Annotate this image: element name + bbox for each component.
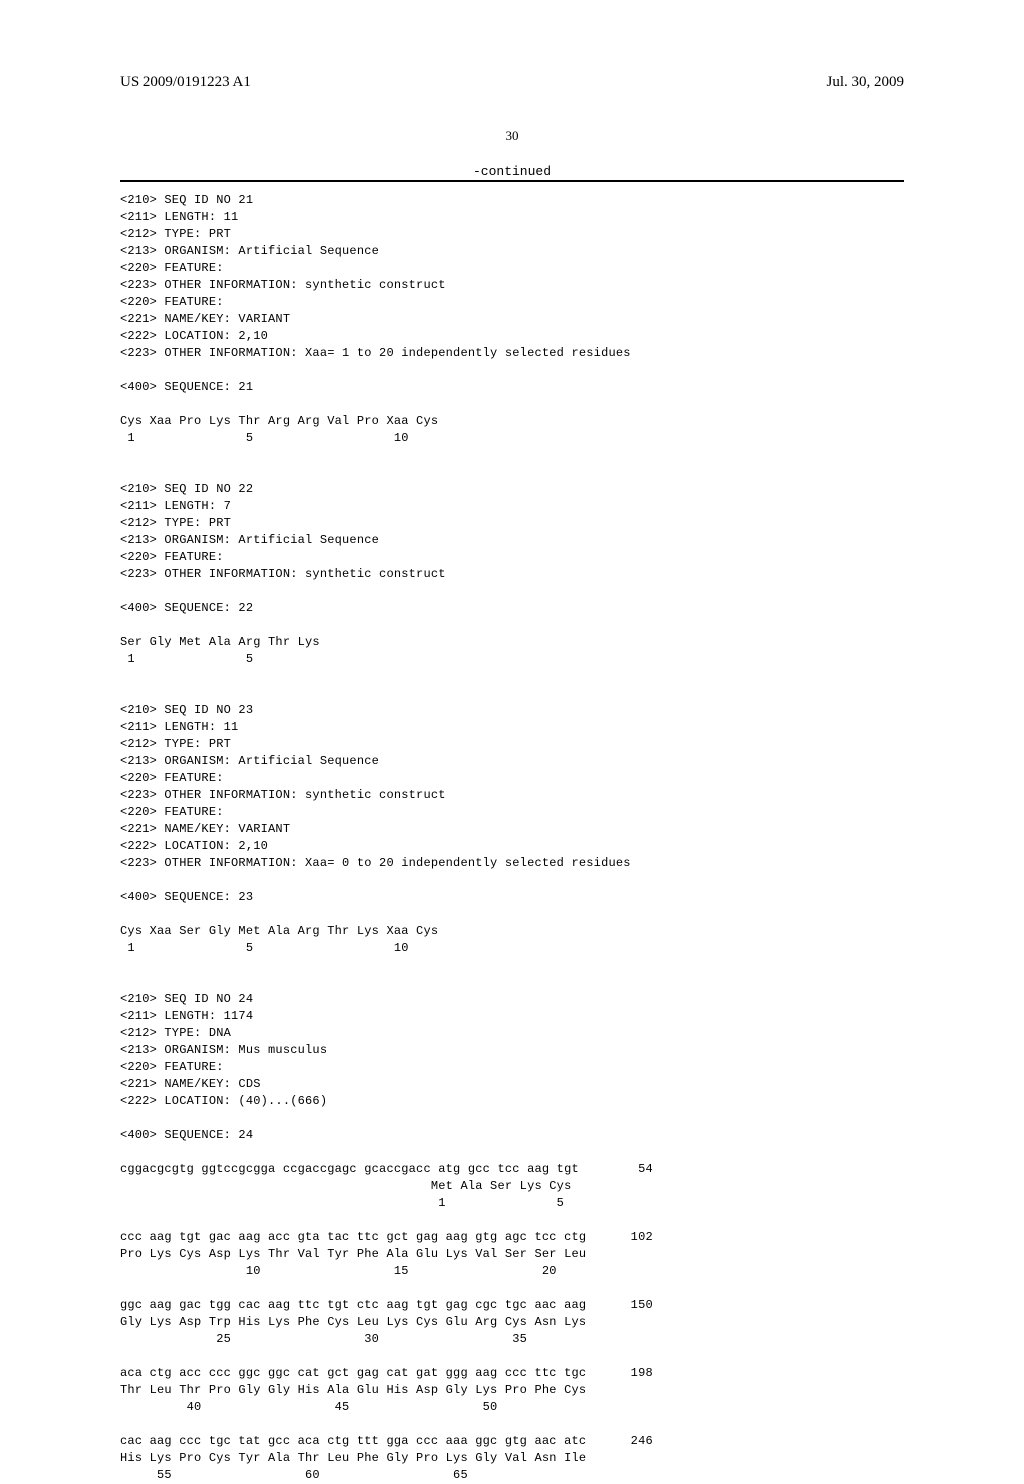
publication-date: Jul. 30, 2009 [826,74,904,91]
continued-label: -continued [0,164,1024,179]
page-number: 30 [0,128,1024,144]
sequence-listing: <210> SEQ ID NO 21 <211> LENGTH: 11 <212… [120,192,904,1484]
publication-number: US 2009/0191223 A1 [120,74,251,91]
horizontal-rule [120,180,904,182]
